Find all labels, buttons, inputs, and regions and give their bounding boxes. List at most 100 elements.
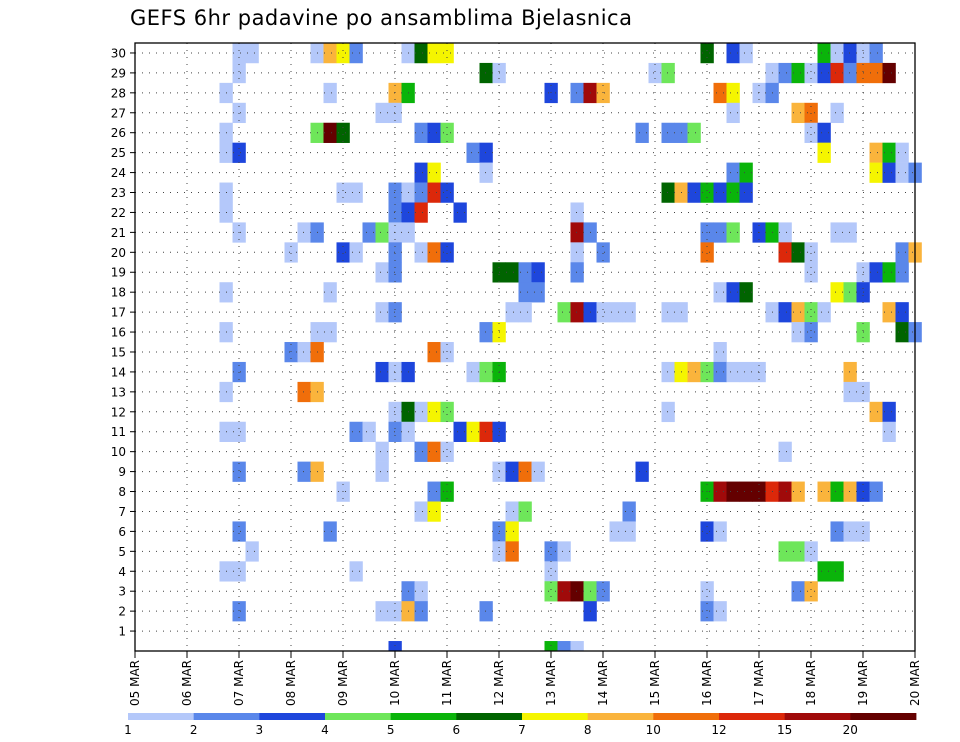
heatmap-cell (843, 282, 857, 303)
heatmap-cell (232, 461, 246, 482)
heatmap-cell (518, 302, 532, 323)
heatmap-cell-edge (570, 641, 584, 651)
heatmap-cell (427, 122, 441, 143)
x-tick-label: 14 MAR (596, 660, 610, 706)
heatmap-cell (596, 302, 610, 323)
heatmap-cell (232, 601, 246, 622)
heatmap-cell (817, 302, 831, 323)
heatmap-cell (713, 182, 727, 203)
x-tick-label: 06 MAR (180, 660, 194, 706)
heatmap-cell (791, 481, 805, 502)
colorbar-label: 4 (321, 723, 329, 737)
colorbar-swatch (128, 713, 195, 720)
heatmap-cell (791, 541, 805, 562)
heatmap-cell (817, 122, 831, 143)
heatmap-cell (297, 381, 311, 403)
heatmap-cell (427, 441, 441, 462)
heatmap-cell (817, 561, 831, 582)
heatmap-cell (284, 342, 298, 363)
heatmap-cell (427, 162, 441, 183)
heatmap-cell (700, 601, 714, 622)
heatmap-cell (375, 461, 389, 482)
heatmap-cell (323, 521, 337, 542)
y-tick-label: 1 (118, 625, 126, 639)
heatmap-cell (232, 62, 246, 84)
y-tick-label: 28 (111, 86, 126, 100)
heatmap-cell (375, 601, 389, 622)
heatmap-cell (388, 401, 402, 423)
heatmap-cell-edge (557, 641, 571, 651)
x-axis-ticks: 05 MAR 06 MAR 07 MAR 08 MAR 09 MAR 10 MAR 11 M… (128, 651, 922, 706)
colorbar-label: 7 (518, 723, 526, 737)
heatmap-cell (414, 122, 428, 143)
heatmap-cell (843, 43, 857, 64)
colorbar-label: 15 (777, 723, 792, 737)
heatmap-cell (622, 302, 636, 323)
x-tick-label: 16 MAR (700, 660, 714, 706)
heatmap-cell (895, 322, 909, 343)
heatmap-cell (440, 342, 454, 363)
heatmap-cell (518, 282, 532, 303)
heatmap-cell (453, 202, 467, 223)
y-tick-label: 16 (111, 326, 126, 340)
heatmap-cell (882, 421, 896, 442)
x-tick-label: 10 MAR (388, 660, 402, 706)
heatmap-cell (596, 242, 610, 263)
heatmap-cell (245, 541, 259, 562)
heatmap-cell (414, 162, 428, 183)
heatmap-cell-edge (544, 641, 558, 651)
heatmap-cell (570, 82, 584, 104)
heatmap-cell (440, 182, 454, 203)
heatmap-cell (869, 162, 883, 183)
heatmap-cell (726, 182, 740, 203)
heatmap-cell (895, 302, 909, 323)
heatmap-cell (349, 421, 363, 442)
chart-title: GEFS 6hr padavine po ansamblima Bjelasni… (130, 6, 633, 30)
heatmap-cell (453, 421, 467, 442)
heatmap-cell (323, 43, 337, 64)
heatmap-cell (661, 361, 675, 383)
heatmap-cell (726, 82, 740, 104)
heatmap-cell (232, 43, 246, 64)
heatmap-cell (518, 461, 532, 482)
heatmap-cell (427, 501, 441, 522)
heatmap-cell (804, 122, 818, 143)
y-tick-label: 12 (111, 405, 126, 419)
heatmap-cell (518, 262, 532, 283)
heatmap-cell (544, 541, 558, 562)
colorbar-label: 2 (190, 723, 198, 737)
colorbar-swatch (587, 713, 654, 720)
heatmap-cell (323, 322, 337, 343)
heatmap-cell (726, 282, 740, 303)
heatmap-cell (869, 62, 883, 84)
x-tick-label: 09 MAR (336, 660, 350, 706)
heatmap-cell (830, 222, 844, 243)
heatmap-cell (739, 282, 753, 303)
heatmap-cell (557, 581, 571, 602)
heatmap-cell (544, 561, 558, 582)
heatmap-cell (440, 441, 454, 462)
x-tick-label: 18 MAR (804, 660, 818, 706)
heatmap-cell (479, 142, 493, 163)
heatmap-cell (700, 242, 714, 263)
heatmap-cell (869, 262, 883, 283)
heatmap-cell (531, 282, 545, 303)
heatmap-cell (414, 401, 428, 423)
heatmap-cell (830, 561, 844, 582)
heatmap-cell (440, 401, 454, 423)
heatmap-cell (505, 302, 519, 323)
heatmap-cell (635, 461, 649, 482)
heatmap-cell (661, 122, 675, 143)
heatmap-cell (388, 242, 402, 263)
heatmap-cell (778, 222, 792, 243)
heatmap-cell (388, 302, 402, 323)
heatmap-cell (479, 361, 493, 383)
heatmap-cell (557, 541, 571, 562)
heatmap-cell (830, 62, 844, 84)
heatmap-cell (700, 581, 714, 602)
colorbar-label: 8 (584, 723, 592, 737)
heatmap-cell (505, 262, 519, 283)
heatmap-cell (843, 381, 857, 403)
heatmap-cell (505, 521, 519, 542)
